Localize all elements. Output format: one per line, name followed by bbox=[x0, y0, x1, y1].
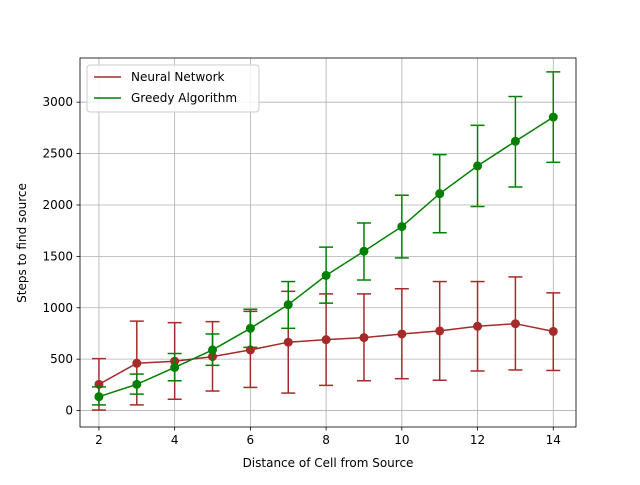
x-tick-label: 2 bbox=[95, 433, 103, 447]
data-point bbox=[397, 222, 407, 232]
x-tick-label: 4 bbox=[171, 433, 179, 447]
x-tick-label: 12 bbox=[470, 433, 485, 447]
series-layer bbox=[91, 71, 561, 411]
data-point bbox=[321, 270, 331, 280]
legend-label: Neural Network bbox=[131, 70, 225, 84]
data-point bbox=[359, 246, 369, 256]
legend-label: Greedy Algorithm bbox=[131, 91, 237, 105]
data-point bbox=[473, 321, 483, 331]
data-point bbox=[94, 392, 104, 402]
data-point bbox=[473, 161, 483, 171]
data-point bbox=[397, 329, 407, 339]
plot-frame bbox=[79, 57, 577, 428]
legend-box bbox=[86, 64, 260, 113]
data-point bbox=[548, 112, 558, 122]
data-point bbox=[435, 189, 445, 199]
y-axis-label: Steps to find source bbox=[15, 183, 29, 303]
x-tick-label: 10 bbox=[394, 433, 409, 447]
data-point bbox=[245, 323, 255, 333]
data-point bbox=[510, 136, 520, 146]
y-tick-label: 2500 bbox=[42, 147, 73, 161]
y-tick-label: 1000 bbox=[42, 301, 73, 315]
data-point bbox=[321, 335, 331, 345]
axes: 2 4 6 8 10 12 14 0 500 1000 1500 2000 2500 3000 bbox=[42, 57, 577, 447]
y-tick-label: 3000 bbox=[42, 95, 73, 109]
y-tick-label: 500 bbox=[50, 352, 73, 366]
data-point bbox=[283, 337, 293, 347]
data-point bbox=[208, 345, 218, 355]
x-tick-label: 14 bbox=[546, 433, 561, 447]
data-point bbox=[510, 319, 520, 329]
x-tick-label: 6 bbox=[247, 433, 255, 447]
x-tick-label: 8 bbox=[322, 433, 330, 447]
series-1 bbox=[91, 71, 561, 406]
legend: Neural Network Greedy Algorithm bbox=[86, 64, 260, 113]
data-point bbox=[132, 358, 142, 368]
y-tick-label: 0 bbox=[65, 404, 73, 418]
data-point bbox=[132, 379, 142, 389]
data-point bbox=[548, 326, 558, 336]
grid-lines bbox=[80, 58, 576, 427]
data-point bbox=[283, 300, 293, 310]
y-tick-label: 2000 bbox=[42, 198, 73, 212]
data-point bbox=[170, 362, 180, 372]
x-axis-label: Distance of Cell from Source bbox=[243, 456, 414, 470]
data-point bbox=[359, 333, 369, 343]
data-point bbox=[435, 326, 445, 336]
y-tick-label: 1500 bbox=[42, 249, 73, 263]
